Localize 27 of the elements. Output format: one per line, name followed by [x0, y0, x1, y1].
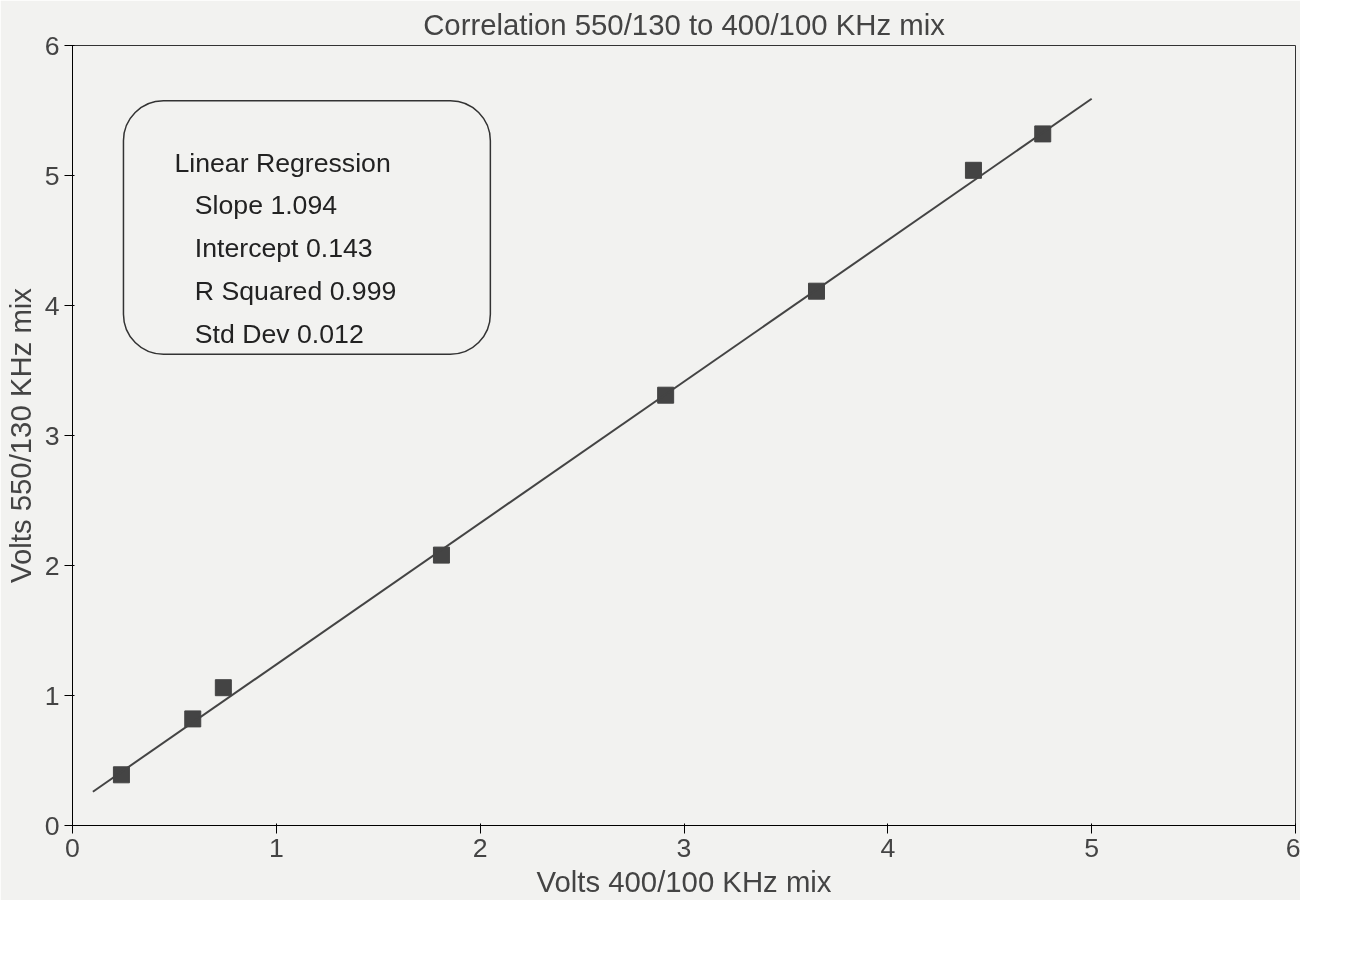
annotation: Linear Regression — [174, 147, 391, 178]
x-tick-label: 5 — [1084, 832, 1100, 863]
chart-title: Correlation 550/130 to 400/100 KHz mix — [423, 7, 946, 41]
annotation: Slope 1.094 — [194, 190, 338, 221]
point — [1034, 125, 1052, 143]
point — [214, 679, 232, 697]
y-tick-label: 3 — [44, 420, 60, 451]
y-tick-label: 0 — [44, 810, 60, 841]
y-tick-label: 2 — [44, 550, 60, 581]
x-tick-label: 1 — [268, 832, 284, 863]
x-axis-title: Volts 400/100 KHz mix — [536, 864, 832, 898]
x-tick-label: 6 — [1285, 832, 1301, 863]
point — [432, 546, 450, 564]
y-tick-label: 6 — [44, 30, 60, 61]
point — [964, 161, 982, 179]
annotation: Intercept 0.143 — [194, 233, 373, 264]
point — [184, 710, 202, 728]
y-tick-label: 5 — [44, 160, 60, 191]
x-tick-label: 3 — [676, 832, 692, 863]
y-tick-label: 4 — [44, 290, 60, 321]
x-tick-label: 2 — [472, 832, 488, 863]
x-tick-label: 0 — [65, 832, 80, 863]
x-tick-label: 4 — [880, 832, 896, 863]
annotation: Std Dev 0.012 — [194, 319, 364, 350]
y-tick-label: 1 — [44, 680, 60, 711]
y-axis-title: Volts 550/130 KHz mix — [3, 287, 37, 584]
annotation: R Squared 0.999 — [194, 276, 397, 307]
